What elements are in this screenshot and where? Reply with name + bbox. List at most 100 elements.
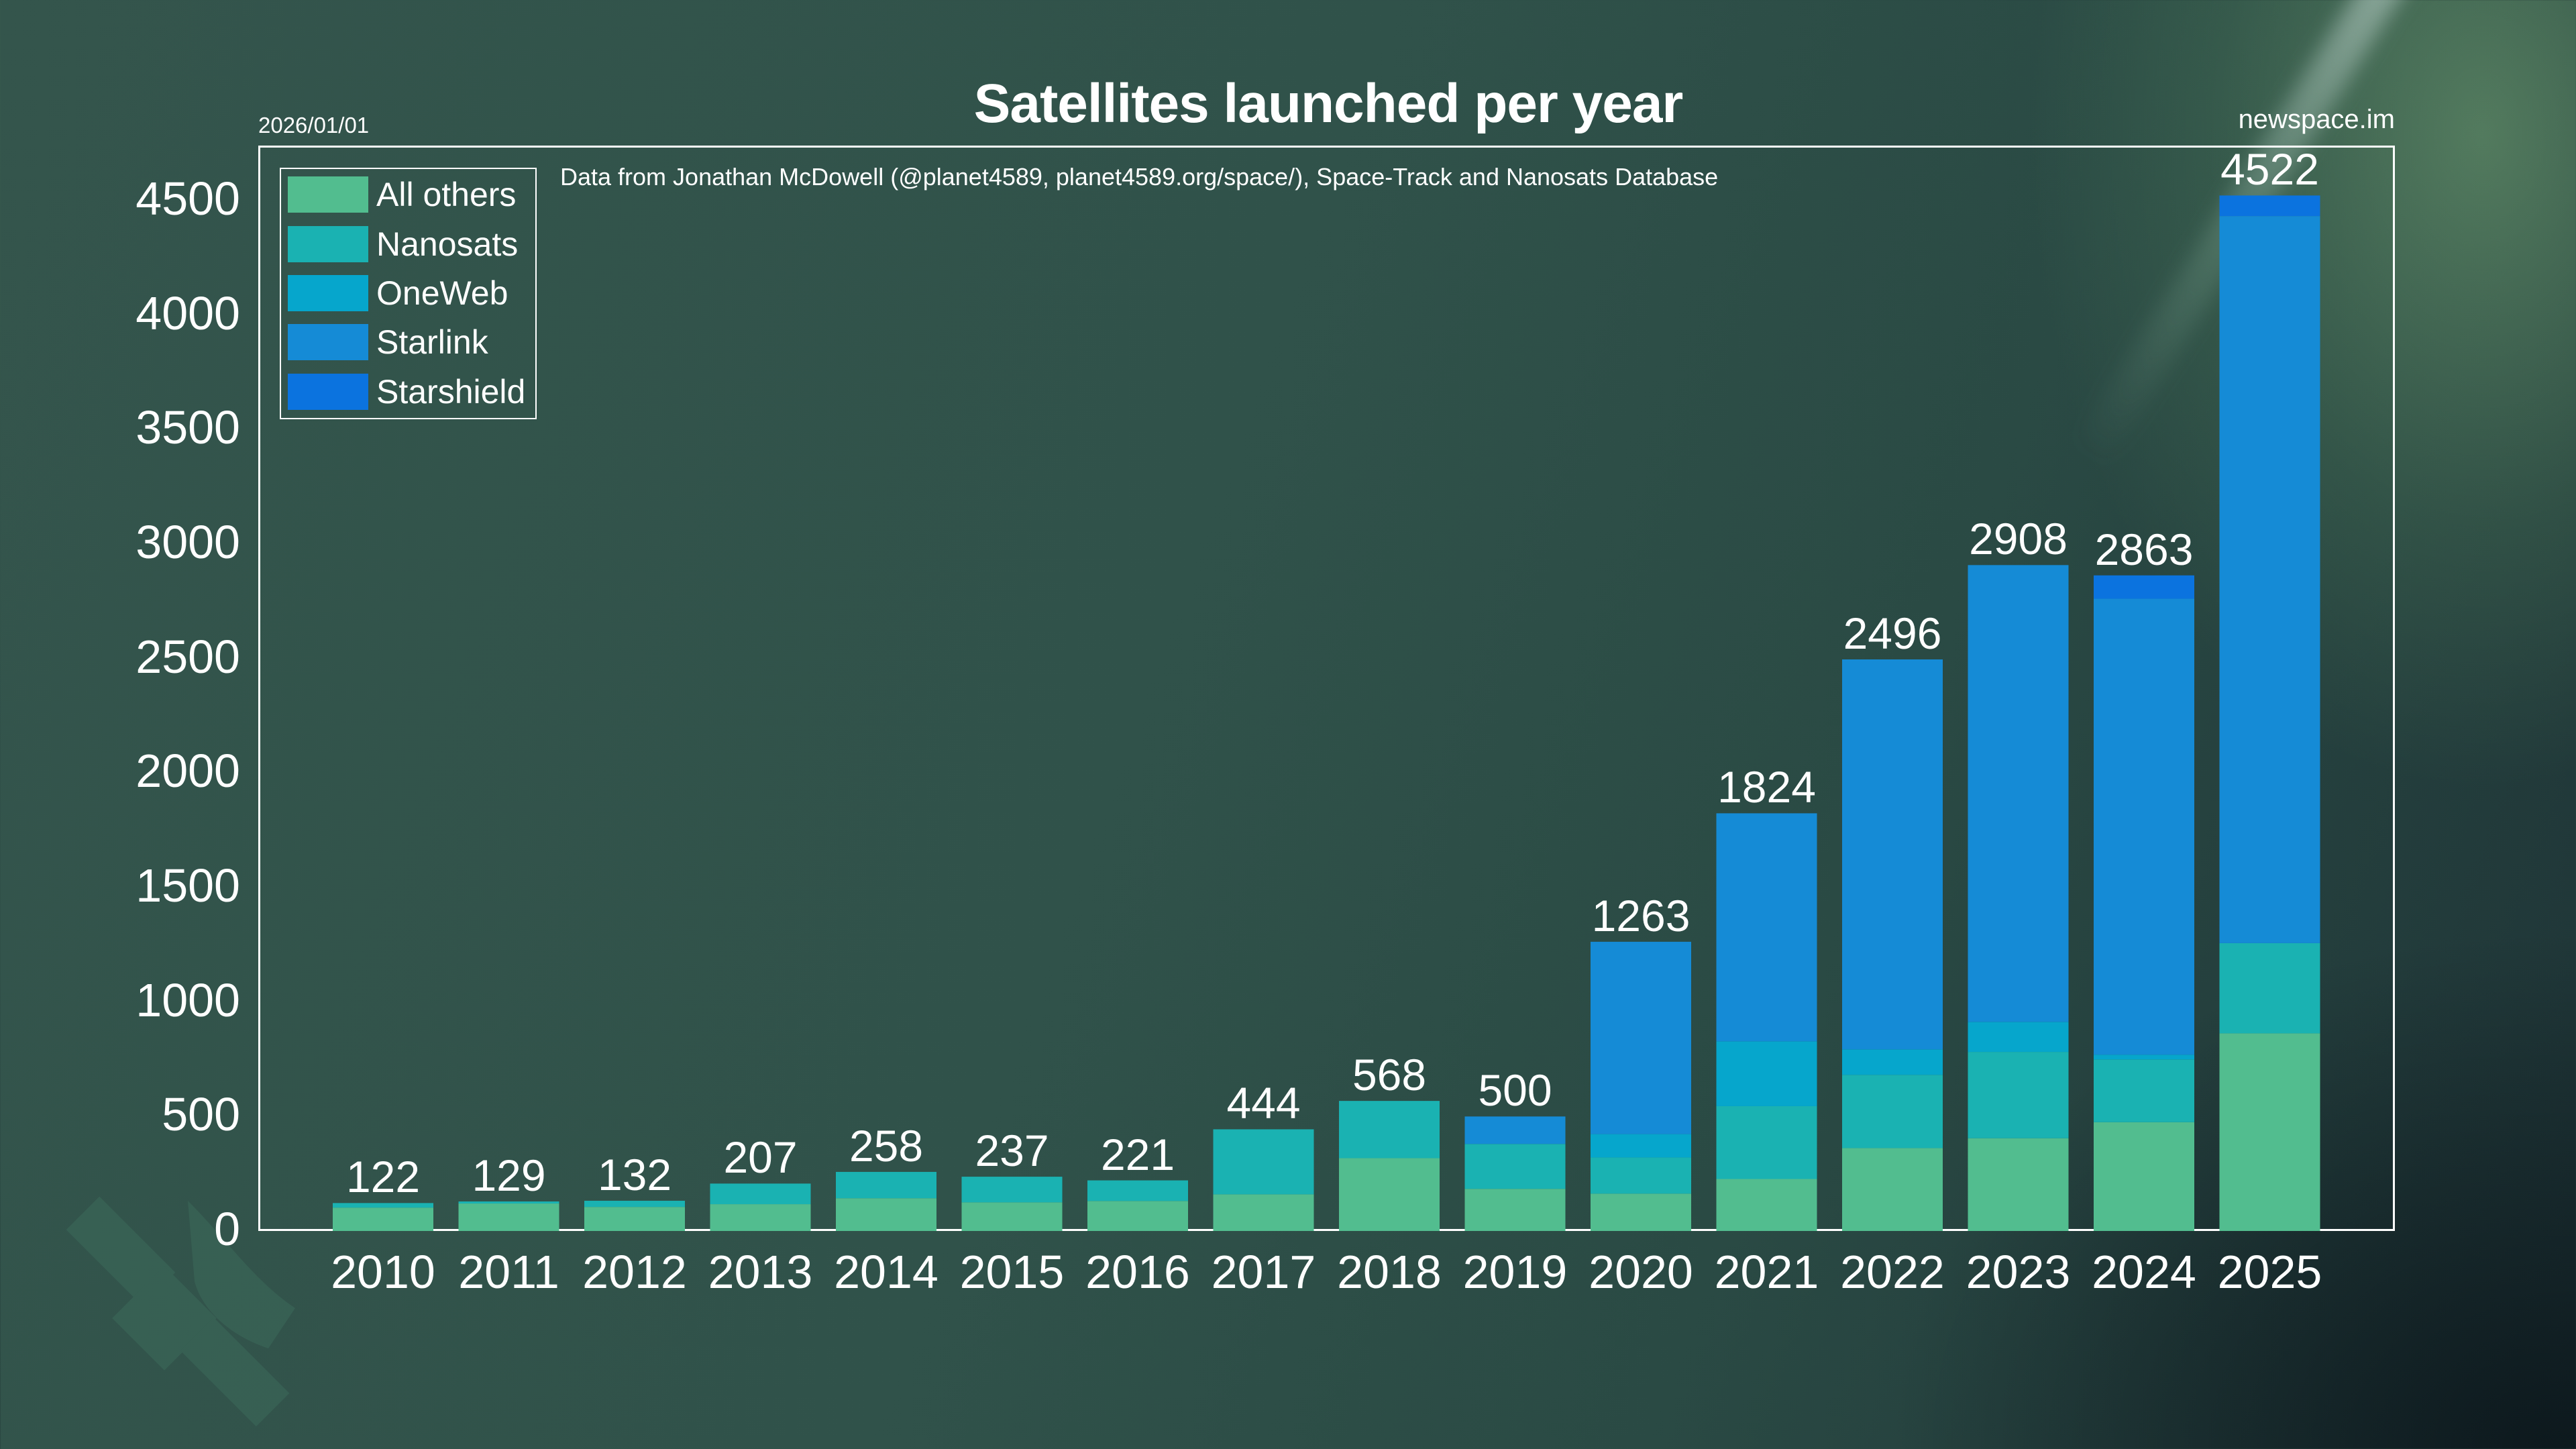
satellite-watermark-icon [66, 1196, 295, 1427]
bar-segment-oneweb-2021 [1716, 1041, 1817, 1106]
bar-segment-nanosats-2015 [961, 1177, 1063, 1203]
brand-label: newspace.im [2238, 105, 2395, 134]
bar-segment-nanosats-2012 [584, 1200, 685, 1208]
x-tick-label: 2024 [2092, 1246, 2196, 1298]
bar-total-label: 122 [345, 1152, 421, 1202]
bar-total-label: 568 [1352, 1050, 1427, 1100]
bar-total-label: 258 [849, 1120, 924, 1171]
bar-segment-all-others-2024 [2094, 1122, 2194, 1231]
x-tick-label: 2015 [959, 1246, 1065, 1298]
bar-total-label: 129 [472, 1150, 546, 1200]
legend-swatch [288, 275, 368, 311]
bar-total-label: 221 [1100, 1129, 1175, 1179]
bar-total-label: 2908 [1969, 514, 2068, 564]
bar-segment-starlink-2020 [1591, 941, 1691, 1134]
x-tick-label: 2022 [1840, 1246, 1945, 1298]
bar-segment-oneweb-2023 [1968, 1022, 2069, 1053]
legend: All others Nanosats OneWeb Starlink Star… [280, 168, 537, 419]
plot-area [258, 146, 2395, 1231]
x-tick-label: 2013 [708, 1246, 813, 1298]
x-tick-label: 2019 [1462, 1246, 1568, 1298]
bar-segment-all-others-2017 [1213, 1194, 1314, 1231]
bar-segment-nanosats-2011 [458, 1201, 559, 1204]
legend-label: OneWeb [376, 274, 508, 312]
bar-total-label: 2863 [2094, 524, 2194, 574]
bar-total-label: 207 [723, 1132, 798, 1183]
chart-title: Satellites launched per year [973, 73, 1684, 134]
bar-segment-all-others-2010 [333, 1208, 433, 1231]
bar-segment-all-others-2025 [2219, 1033, 2320, 1231]
bar-segment-all-others-2013 [710, 1204, 811, 1231]
bar-segment-starlink-2023 [1968, 565, 2069, 1022]
y-tick-label: 2500 [136, 630, 240, 683]
x-tick-label: 2021 [1714, 1246, 1819, 1298]
y-tick-label: 4500 [136, 172, 240, 225]
bar-segment-starlink-2021 [1716, 813, 1817, 1042]
bar-segment-all-others-2020 [1591, 1193, 1691, 1231]
y-tick-label: 2000 [136, 745, 240, 798]
bar-segment-all-others-2014 [836, 1198, 936, 1231]
bar-segment-nanosats-2021 [1716, 1106, 1817, 1179]
bar-total-label: 1824 [1717, 762, 1816, 812]
bar-segment-all-others-2023 [1968, 1138, 2069, 1231]
bar-total-label: 4522 [2220, 144, 2319, 195]
bar-total-label: 500 [1478, 1065, 1552, 1116]
bar-segment-oneweb-2020 [1591, 1134, 1691, 1158]
y-tick-label: 1000 [136, 973, 240, 1026]
legend-item-starlink: Starlink [288, 324, 488, 360]
bar-segment-nanosats-2025 [2219, 943, 2320, 1034]
bar-total-label: 237 [975, 1126, 1049, 1176]
legend-label: All others [376, 176, 517, 213]
x-tick-label: 2011 [458, 1246, 559, 1298]
legend-label: Starshield [376, 373, 526, 411]
bar-segment-starshield-2024 [2094, 575, 2194, 599]
y-tick-label: 1500 [136, 859, 240, 912]
bar-segment-all-others-2021 [1716, 1179, 1817, 1231]
legend-item-all-others: All others [288, 176, 516, 213]
bar-segment-starlink-2019 [1464, 1116, 1566, 1144]
bar-segment-all-others-2015 [961, 1202, 1063, 1231]
y-tick-label: 4000 [136, 286, 240, 339]
legend-swatch [288, 226, 368, 262]
legend-swatch [288, 176, 368, 213]
y-tick-label: 500 [162, 1088, 240, 1141]
bar-segment-all-others-2022 [1842, 1148, 1943, 1231]
y-tick-label: 3000 [136, 515, 240, 568]
bar-total-label: 444 [1226, 1078, 1301, 1128]
legend-swatch [288, 374, 368, 410]
bar-segment-oneweb-2022 [1842, 1049, 1943, 1075]
date-label: 2026/01/01 [258, 113, 370, 138]
bar-segment-nanosats-2016 [1087, 1180, 1188, 1201]
bar-segment-nanosats-2023 [1968, 1052, 2069, 1138]
x-tick-label: 2010 [331, 1246, 435, 1298]
bar-segment-oneweb-2024 [2094, 1055, 2194, 1060]
bar-segment-nanosats-2017 [1213, 1129, 1314, 1195]
x-tick-label: 2020 [1589, 1246, 1693, 1298]
bar-segment-nanosats-2010 [333, 1203, 433, 1208]
legend-label: Starlink [376, 323, 488, 361]
legend-item-starshield: Starshield [288, 374, 525, 410]
legend-item-nanosats: Nanosats [288, 226, 518, 262]
x-tick-label: 2012 [582, 1246, 687, 1298]
bar-total-label: 1263 [1591, 890, 1690, 941]
bar-segment-starlink-2024 [2094, 598, 2194, 1055]
legend-label: Nanosats [376, 225, 519, 263]
source-note: Data from Jonathan McDowell (@planet4589… [560, 163, 1719, 191]
x-tick-label: 2023 [1966, 1246, 2071, 1298]
y-tick-label: 3500 [136, 401, 240, 454]
bar-segment-starshield-2025 [2219, 195, 2320, 217]
bar-segment-starlink-2025 [2219, 216, 2320, 943]
bar-segment-nanosats-2013 [710, 1183, 811, 1205]
x-tick-label: 2018 [1337, 1246, 1442, 1298]
bar-segment-all-others-2011 [458, 1203, 559, 1231]
bar-total-label: 132 [597, 1149, 672, 1199]
x-tick-label: 2017 [1211, 1246, 1316, 1298]
x-tick-label: 2014 [834, 1246, 938, 1298]
bar-segment-nanosats-2024 [2094, 1059, 2194, 1122]
bar-segment-starlink-2022 [1842, 659, 1943, 1050]
x-tick-label: 2016 [1085, 1246, 1190, 1298]
bar-segment-all-others-2018 [1339, 1158, 1440, 1231]
y-tick-label: 0 [214, 1203, 240, 1255]
bar-segment-all-others-2019 [1464, 1189, 1566, 1231]
